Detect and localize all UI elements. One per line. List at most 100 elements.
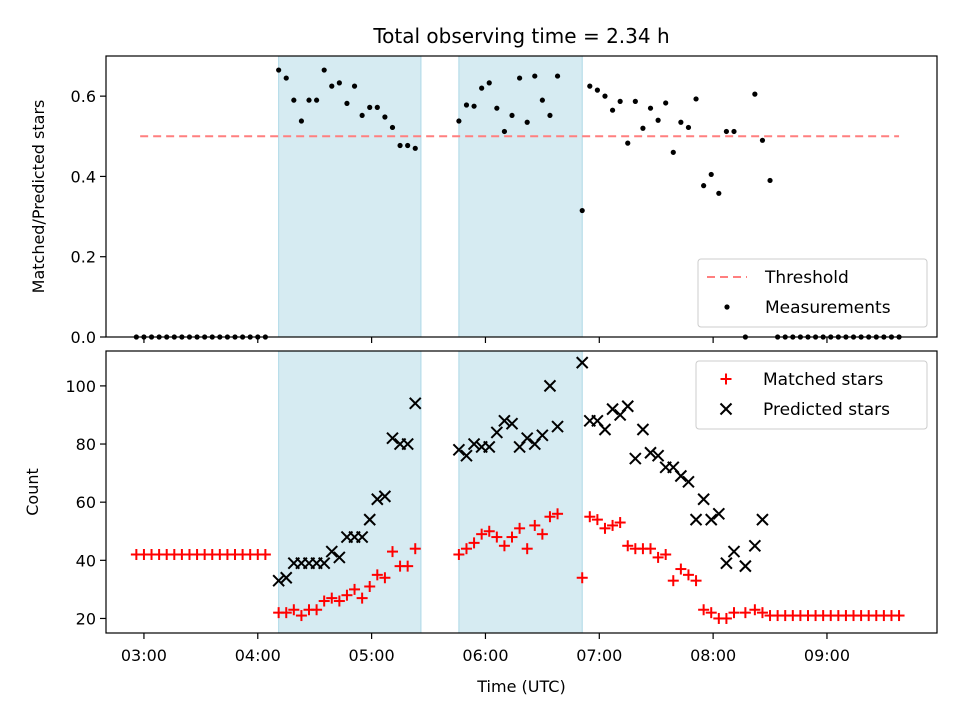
matched-star-point <box>622 540 634 552</box>
predicted-star-point <box>651 449 665 462</box>
matched-star-point <box>341 589 353 601</box>
matched-star-point <box>660 549 672 561</box>
matched-star-point <box>591 514 603 526</box>
predicted-star-point <box>748 539 762 552</box>
measurement-point <box>617 98 623 104</box>
measurement-point <box>494 105 500 111</box>
chart-title: Total observing time = 2.34 h <box>372 24 669 48</box>
shaded-interval <box>458 350 583 634</box>
matched-star-point <box>536 528 548 540</box>
measurement-point <box>298 118 305 124</box>
top-y-ticks: 0.0 0.2 0.4 0.6 <box>71 87 106 347</box>
shaded-interval <box>278 350 422 634</box>
measurement-point <box>609 107 616 113</box>
matched-star-point <box>468 537 480 549</box>
measurement-point <box>767 177 773 184</box>
measurement-point <box>351 83 358 89</box>
measurement-point <box>554 73 561 79</box>
matched-star-point <box>386 546 398 558</box>
legend-predicted-label: Predicted stars <box>763 400 890 420</box>
measurement-point <box>367 104 373 110</box>
predicted-star-point <box>756 513 769 526</box>
measurement-point <box>640 125 646 131</box>
x-tick-label: 05:00 <box>349 646 395 665</box>
matched-star-point <box>476 528 488 540</box>
predicted-star-point <box>409 397 422 410</box>
matched-star-point <box>667 575 679 587</box>
matched-star-point <box>720 612 732 624</box>
top-legend-box <box>697 258 928 328</box>
legend-matched-label: Matched stars <box>763 370 883 390</box>
measurement-point <box>329 83 335 89</box>
measurement-point <box>382 114 388 120</box>
measurement-point <box>685 124 692 131</box>
measurement-point <box>678 119 684 125</box>
predicted-star-point <box>636 423 650 436</box>
matched-star-point <box>529 519 541 531</box>
matched-star-point <box>576 572 588 584</box>
matched-star-point <box>506 531 518 543</box>
measurement-point <box>625 140 631 146</box>
predicted-star-point <box>720 557 733 570</box>
matched-star-point <box>690 575 702 587</box>
measurement-point <box>539 97 545 103</box>
legend-measurements-label: Measurements <box>765 298 891 318</box>
measurement-point <box>374 104 380 110</box>
predicted-star-point <box>536 429 549 442</box>
x-axis-label: Time (UTC) <box>476 677 565 696</box>
measurement-point <box>412 145 418 151</box>
legend-threshold-label: Threshold <box>764 268 849 288</box>
matched-star-point <box>288 604 300 616</box>
measurement-point <box>632 98 638 104</box>
predicted-star-point <box>325 545 338 558</box>
predicted-star-point <box>712 507 726 521</box>
predicted-star-point <box>363 513 376 526</box>
y-tick-label: 40 <box>76 551 96 570</box>
matched-star-point <box>356 592 368 604</box>
predicted-star-point <box>739 559 752 573</box>
measurement-point <box>655 117 661 123</box>
measurement-point <box>283 75 289 81</box>
matched-star-point <box>728 607 740 619</box>
matched-star-point <box>364 580 376 592</box>
measurement-point <box>471 103 477 109</box>
matched-star-point <box>893 610 905 622</box>
legend-predicted-swatch <box>719 402 733 416</box>
predicted-star-point <box>467 437 481 451</box>
y-tick-label: 20 <box>76 609 96 628</box>
measurement-point <box>517 75 523 81</box>
matched-star-point <box>544 511 556 523</box>
bottom-x-ticks: 03:00 04:00 05:00 06:00 07:00 08:00 09:00 <box>121 633 850 665</box>
predicted-star-point <box>576 356 589 369</box>
predicted-star-point <box>644 446 657 459</box>
matched-star-point <box>280 607 292 619</box>
predicted-star-point <box>452 443 466 457</box>
bottom-plot-frame <box>105 350 938 634</box>
measurement-point <box>587 83 593 89</box>
predicted-star-point <box>705 513 718 526</box>
measurement-point <box>547 112 553 119</box>
matched-star-point <box>645 543 657 555</box>
bottom-legend-box <box>695 360 928 430</box>
y-tick-label: 0.2 <box>71 248 96 267</box>
matched-star-point <box>682 569 694 581</box>
bottom-legend: Matched stars Predicted stars <box>695 360 928 430</box>
predicted-star-point <box>401 437 414 451</box>
matched-star-point <box>705 607 717 619</box>
predicted-star-point <box>621 400 634 413</box>
legend-matched-marker <box>720 373 732 385</box>
measurement-point <box>397 142 403 149</box>
measurement-point <box>693 96 699 102</box>
matched-star-point <box>483 525 495 537</box>
predicted-star-point <box>371 493 384 506</box>
matched-star-point <box>379 572 391 584</box>
matched-star-point <box>652 551 664 563</box>
predicted-star-point <box>490 426 504 439</box>
measurement-point <box>532 73 538 79</box>
measurement-point <box>276 67 282 73</box>
matched-star-point <box>409 543 421 555</box>
measurement-point <box>336 80 342 86</box>
bottom-y-ticks: 20 40 60 80 100 <box>65 377 106 628</box>
matched-star-point <box>599 522 611 534</box>
